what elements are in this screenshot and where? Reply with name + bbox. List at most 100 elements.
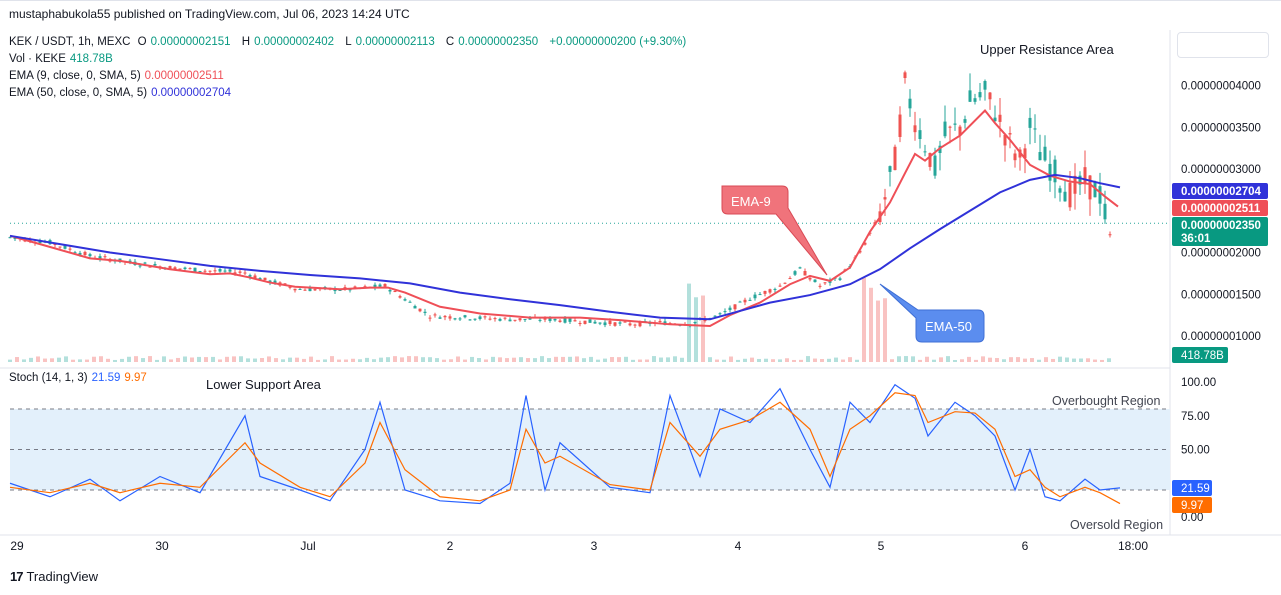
volume-bar bbox=[449, 359, 453, 362]
candle-body bbox=[138, 265, 142, 267]
volume-bar bbox=[148, 356, 152, 362]
stoch-d-line bbox=[9, 392, 1121, 505]
stoch-tick-label: 0.00 bbox=[1181, 512, 1203, 524]
candle-body bbox=[403, 299, 407, 301]
candle-body bbox=[183, 267, 187, 270]
volume-bar bbox=[491, 356, 495, 362]
candle-body bbox=[763, 290, 767, 294]
publisher-line: mustaphabukola55 published on TradingVie… bbox=[9, 7, 410, 21]
candle-body bbox=[743, 299, 747, 303]
volume-bar bbox=[183, 356, 187, 362]
candle-body bbox=[188, 268, 192, 270]
candle-body bbox=[378, 284, 382, 287]
volume-bar bbox=[547, 358, 551, 362]
volume-bar bbox=[946, 356, 950, 362]
candle-body bbox=[618, 322, 622, 324]
volume-bar bbox=[673, 356, 677, 362]
symbol-label[interactable]: KEK / USDT, 1h, MEXC bbox=[9, 36, 131, 48]
candle-body bbox=[813, 279, 817, 283]
candle-body bbox=[713, 315, 717, 317]
last-price-badge-text: 36:01 bbox=[1181, 233, 1211, 245]
volume-bar bbox=[757, 358, 761, 362]
volume-bar bbox=[92, 356, 96, 362]
candle-body bbox=[203, 270, 207, 272]
volume-bar bbox=[316, 359, 320, 362]
candle-body bbox=[1088, 175, 1092, 200]
candle-body bbox=[198, 271, 202, 273]
candle-body bbox=[438, 317, 442, 319]
volume-bar bbox=[386, 357, 390, 362]
volume-bar bbox=[652, 356, 656, 362]
candle-body bbox=[998, 114, 1002, 122]
volume-bar bbox=[1044, 357, 1048, 362]
volume-bar bbox=[911, 356, 915, 362]
price-tick-label: 0.00000003500 bbox=[1181, 122, 1261, 134]
volume-bar bbox=[50, 358, 54, 362]
volume-bar bbox=[1107, 358, 1111, 362]
volume-bar bbox=[904, 356, 908, 362]
candle-body bbox=[568, 318, 572, 322]
tradingview-logo[interactable]: 17 TradingView bbox=[10, 569, 99, 584]
volume-bar bbox=[526, 358, 530, 362]
volume-bar bbox=[288, 357, 292, 362]
volume-bar bbox=[1100, 359, 1104, 362]
volume-bar bbox=[771, 359, 775, 362]
volume-bar bbox=[421, 357, 425, 362]
candle-body bbox=[808, 277, 812, 280]
candle-body bbox=[623, 321, 627, 323]
volume-bar bbox=[764, 358, 768, 362]
candle-body bbox=[1038, 152, 1042, 161]
volume-bar bbox=[785, 358, 789, 362]
candle-body bbox=[373, 284, 377, 288]
candle-body bbox=[248, 275, 252, 277]
stoch-d-badge-text: 9.97 bbox=[1181, 500, 1203, 512]
price-tick-label: 0.00000003000 bbox=[1181, 164, 1261, 176]
candle-body bbox=[53, 243, 57, 245]
candle-body bbox=[98, 256, 102, 259]
volume-bar bbox=[190, 357, 194, 362]
lower-support-label: Lower Support Area bbox=[206, 377, 322, 392]
candle-body bbox=[303, 289, 307, 291]
change-value: +0.00000000200 (+9.30%) bbox=[549, 36, 687, 48]
volume-bar bbox=[477, 358, 481, 362]
low-value: L 0.00000002113 bbox=[345, 36, 435, 48]
candle-body bbox=[603, 322, 607, 326]
candle-body bbox=[1063, 191, 1067, 202]
candle-body bbox=[593, 321, 597, 324]
candle-body bbox=[538, 319, 542, 321]
candle-body bbox=[948, 126, 952, 128]
volume-bar bbox=[932, 359, 936, 362]
volume-bar bbox=[127, 356, 131, 362]
volume-bar bbox=[134, 356, 138, 362]
candle-body bbox=[253, 275, 257, 279]
candle-body bbox=[788, 278, 792, 280]
top-right-control[interactable] bbox=[1177, 32, 1269, 58]
candle-body bbox=[443, 315, 447, 318]
volume-bar bbox=[603, 358, 607, 362]
stoch-legend: Stoch (14, 1, 3) 21.59 9.97 bbox=[9, 372, 147, 384]
volume-bar bbox=[239, 356, 243, 362]
ema50-legend: EMA (50, close, 0, SMA, 5) 0.00000002704 bbox=[9, 87, 232, 99]
candle-body bbox=[103, 256, 107, 258]
candle-body bbox=[598, 322, 602, 324]
volume-bar bbox=[120, 358, 124, 362]
volume-bar bbox=[561, 356, 565, 362]
volume-bar bbox=[372, 359, 376, 362]
candle-body bbox=[1073, 175, 1077, 194]
volume-bar bbox=[715, 359, 719, 362]
candle-body bbox=[233, 272, 237, 275]
price-tick-label: 0.00000001500 bbox=[1181, 289, 1261, 301]
volume-badge-text: 418.78B bbox=[1181, 350, 1224, 362]
candle-body bbox=[263, 277, 267, 280]
candle-body bbox=[1023, 148, 1027, 159]
candle-body bbox=[478, 316, 482, 319]
volume-bar bbox=[645, 359, 649, 362]
ema9-line bbox=[9, 109, 1119, 327]
candle-body bbox=[1068, 182, 1072, 208]
candle-body bbox=[388, 289, 392, 292]
candle-body bbox=[823, 282, 827, 284]
stoch-tick-label: 100.00 bbox=[1181, 377, 1216, 389]
volume-bar bbox=[78, 359, 82, 362]
volume-bar bbox=[694, 297, 698, 362]
